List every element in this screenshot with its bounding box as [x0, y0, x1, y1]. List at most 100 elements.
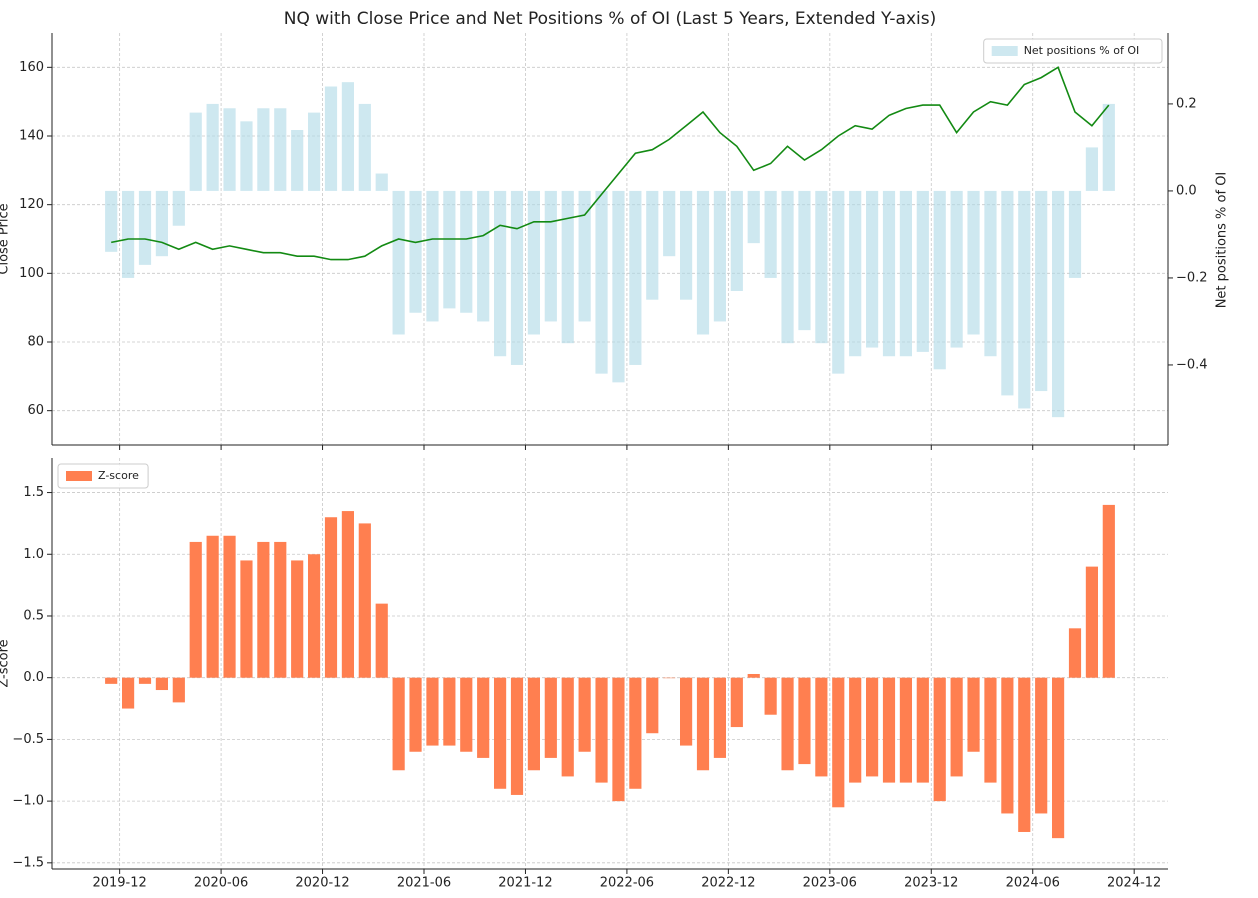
bar — [206, 103, 219, 191]
bar — [663, 190, 676, 257]
bar — [510, 677, 524, 795]
bar — [426, 677, 439, 746]
legend-label: Net positions % of OI — [1024, 44, 1140, 57]
bar — [1018, 677, 1031, 832]
y-tick-label: 0.5 — [23, 608, 44, 623]
bar — [730, 677, 743, 728]
bar — [223, 535, 236, 678]
bar — [967, 190, 980, 335]
bar — [409, 190, 422, 313]
bar — [1052, 677, 1065, 839]
bar — [561, 677, 574, 777]
bar — [122, 677, 135, 709]
bar — [595, 677, 608, 783]
bar — [629, 190, 642, 365]
bar — [477, 677, 490, 758]
bar — [477, 190, 490, 322]
bar — [544, 190, 557, 322]
bar — [189, 112, 202, 191]
bar — [680, 190, 693, 300]
bar — [155, 677, 168, 691]
bar — [358, 523, 371, 678]
bar — [612, 190, 625, 383]
legend-swatch — [66, 471, 92, 481]
x-tick-label: 2021-12 — [498, 876, 552, 891]
bar — [849, 677, 862, 783]
y-axis-label: Close Price — [0, 203, 12, 274]
bar — [882, 190, 896, 357]
x-tick-label: 2020-06 — [194, 876, 248, 891]
y2-axis-label: Net positions % of OI — [1215, 172, 1230, 309]
bar — [105, 190, 118, 252]
bar — [832, 190, 845, 374]
y-tick-label: 100 — [19, 266, 44, 281]
bar — [663, 677, 676, 679]
bar — [696, 190, 710, 335]
bar — [984, 677, 997, 783]
bar — [494, 190, 507, 357]
bar — [798, 190, 811, 331]
bar — [713, 677, 726, 758]
bar — [815, 677, 828, 777]
bar — [781, 677, 794, 771]
y2-tick-label: 0.2 — [1176, 96, 1197, 111]
bar — [443, 190, 456, 309]
legend-swatch — [991, 46, 1018, 56]
x-tick-label: 2022-12 — [701, 876, 755, 891]
bar — [544, 677, 557, 758]
bar — [730, 190, 743, 291]
y-tick-label: −1.0 — [12, 794, 44, 809]
bar — [189, 541, 202, 678]
x-tick-label: 2019-12 — [92, 876, 146, 891]
bar — [646, 677, 659, 734]
x-tick-label: 2023-12 — [904, 876, 958, 891]
bar — [578, 677, 591, 752]
x-tick-label: 2021-06 — [397, 876, 451, 891]
bar — [138, 190, 152, 265]
x-tick-label: 2022-06 — [600, 876, 654, 891]
bar — [595, 190, 608, 374]
bar — [561, 190, 574, 344]
bar — [172, 677, 185, 703]
bar — [680, 677, 693, 746]
bar — [426, 190, 439, 322]
bar — [527, 190, 540, 335]
bar — [510, 190, 524, 365]
bar — [494, 677, 507, 789]
bar — [578, 190, 591, 322]
bar — [308, 554, 321, 678]
y-tick-label: 1.5 — [23, 485, 44, 500]
bar — [916, 190, 929, 352]
bar — [122, 190, 135, 278]
bar — [984, 190, 997, 357]
y2-tick-label: −0.4 — [1176, 357, 1208, 372]
bar — [308, 112, 321, 191]
bar — [1052, 190, 1065, 418]
y-tick-label: 1.0 — [23, 547, 44, 562]
bar — [341, 511, 354, 678]
bar — [409, 677, 422, 752]
bar — [832, 677, 845, 808]
bar — [882, 677, 896, 783]
bar — [899, 677, 912, 783]
bar — [291, 560, 304, 678]
y2-tick-label: 0.0 — [1176, 183, 1197, 198]
bar — [460, 677, 473, 752]
bar — [646, 190, 659, 300]
bar — [781, 190, 794, 344]
bar — [933, 677, 946, 802]
bar — [341, 82, 354, 191]
bar — [764, 677, 777, 715]
chart-title: NQ with Close Price and Net Positions % … — [284, 9, 936, 29]
y-tick-label: −1.5 — [12, 855, 44, 870]
y-tick-label: 0.0 — [23, 670, 44, 685]
y-tick-label: −0.5 — [12, 732, 44, 747]
bar — [612, 677, 625, 802]
bar — [967, 677, 980, 752]
bar — [324, 86, 338, 191]
y-tick-label: 160 — [19, 60, 44, 75]
bar — [1068, 190, 1082, 278]
bar — [274, 541, 287, 678]
bar — [392, 190, 405, 335]
